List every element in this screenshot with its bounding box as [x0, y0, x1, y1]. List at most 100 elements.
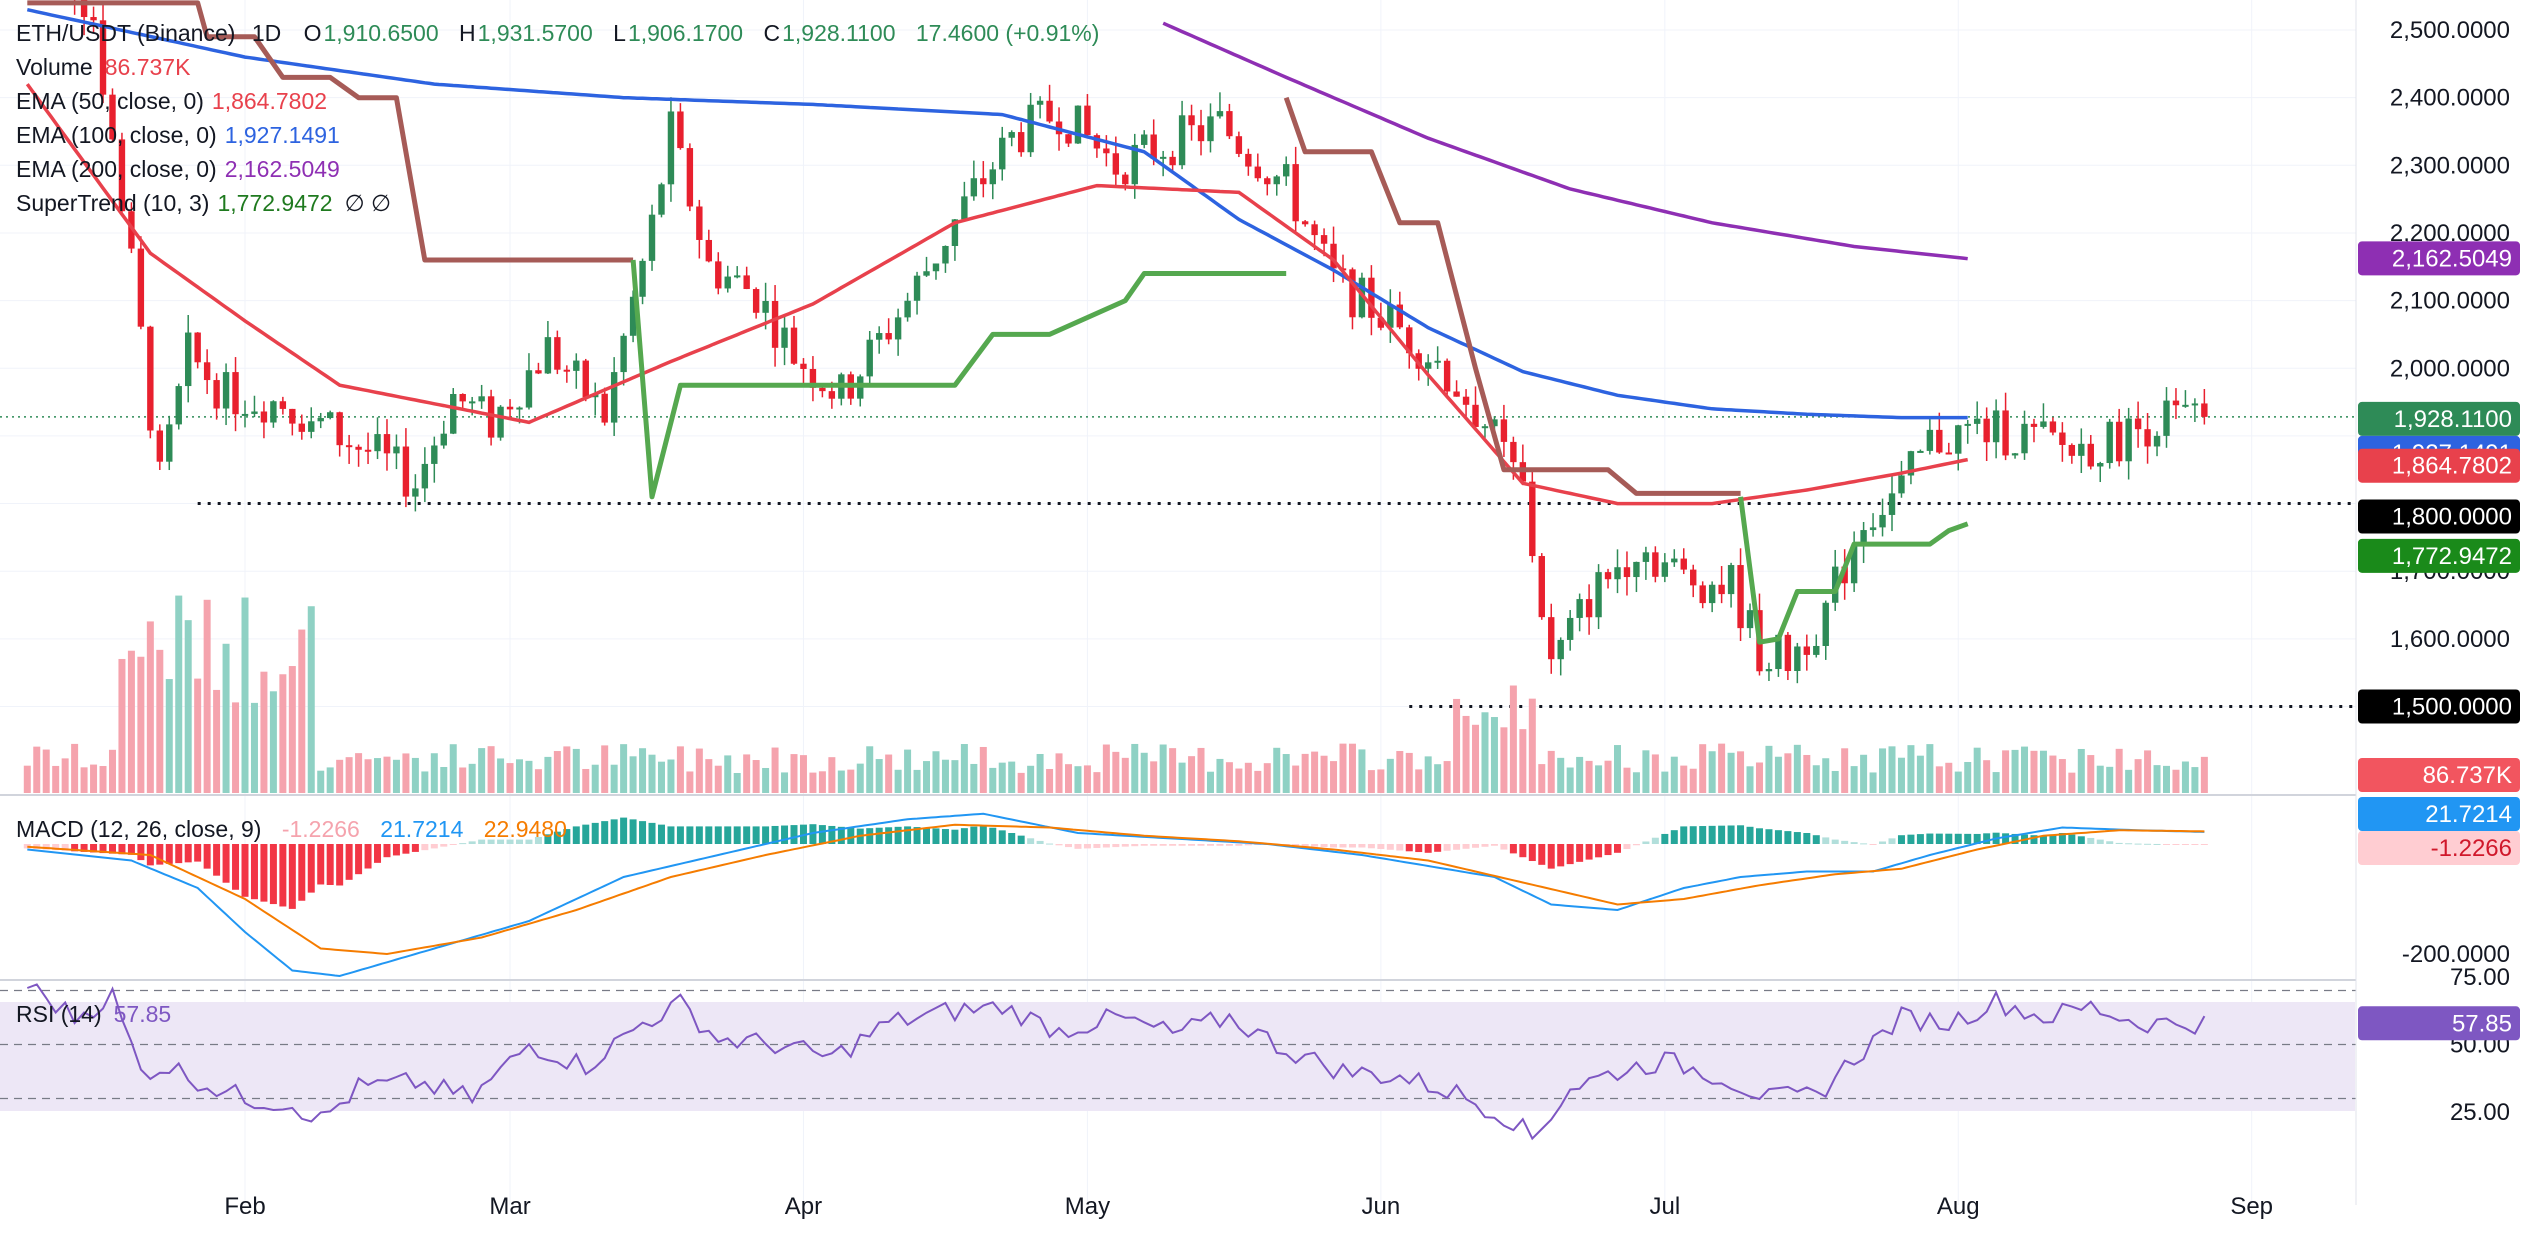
macd-hist-bar: [1803, 833, 1811, 844]
macd-hist-bar: [1888, 838, 1896, 844]
macd-hist-bar: [1689, 826, 1697, 844]
volume-bar: [1178, 762, 1186, 793]
volume-bar: [2002, 750, 2010, 793]
volume-bar: [1926, 744, 1934, 793]
interval: 1D: [252, 20, 281, 46]
macd-hist-bar: [2039, 835, 2047, 844]
candle-body: [2030, 423, 2038, 427]
candle-body: [1443, 360, 1451, 392]
volume-bar: [951, 760, 959, 793]
volume-bar: [1822, 758, 1830, 793]
volume-bar: [1490, 717, 1498, 793]
macd-hist-bar: [960, 828, 968, 844]
volume-bar: [913, 769, 921, 793]
volume-bar: [1386, 758, 1394, 793]
macd-hist-bar: [1121, 844, 1129, 847]
time-tick-label: Jun: [1362, 1193, 1401, 1220]
candle-body: [1936, 429, 1943, 453]
macd-hist-bar: [1860, 843, 1868, 845]
volume-bar: [108, 749, 116, 793]
macd-hist-bar: [1670, 830, 1678, 844]
volume-bar: [1065, 764, 1072, 793]
candle-body: [421, 463, 429, 489]
volume-bar: [137, 656, 145, 793]
candle-body: [535, 370, 542, 374]
macd-hist-bar: [1169, 844, 1177, 846]
candle-body: [175, 386, 182, 425]
supertrend-down: [27, 0, 634, 263]
candle-body: [1869, 527, 1877, 531]
macd-hist-bar: [1178, 844, 1186, 846]
candle-body: [2163, 400, 2170, 436]
volume-bar: [1897, 757, 1905, 793]
candle-body: [894, 317, 902, 340]
macd-hist-bar: [184, 844, 192, 863]
candle-body: [118, 139, 126, 212]
volume-bar: [2172, 769, 2180, 793]
candle-body: [1472, 404, 1479, 427]
volume-bar: [885, 754, 893, 793]
price-tick-label: 2,100.0000: [2390, 288, 2510, 315]
macd-hist-bar: [818, 825, 826, 844]
volume-bar: [1528, 698, 1536, 793]
macd-hist-bar: [1916, 834, 1924, 844]
macd-hist-bar: [1500, 844, 1508, 850]
volume-bar: [1755, 762, 1763, 793]
macd-hist-bar: [1954, 833, 1962, 844]
candle-body: [2087, 443, 2094, 467]
candle-body: [1661, 562, 1669, 577]
candle-body: [2021, 423, 2028, 454]
volume-bar: [1405, 752, 1413, 793]
time-tick-label: Aug: [1937, 1193, 1980, 1220]
macd-hist-bar: [591, 822, 599, 844]
volume-bar: [1983, 760, 1991, 793]
macd-hist-bar: [1831, 839, 1839, 844]
volume-bar: [1661, 771, 1669, 793]
candle-body: [629, 296, 637, 336]
volume-bar: [1737, 751, 1745, 793]
candle-body: [1775, 634, 1782, 670]
candle-body: [487, 396, 495, 438]
candle-body: [317, 418, 324, 422]
symbol-name: ETH/USDT (Binance): [16, 20, 235, 46]
time-tick-label: Sep: [2230, 1193, 2273, 1220]
macd-hist-bar: [1737, 825, 1745, 844]
candle-body: [1084, 105, 1091, 136]
macd-hist-bar: [913, 827, 921, 844]
volume-bar: [553, 751, 561, 793]
candle-body: [2106, 421, 2113, 464]
volume-bar: [1282, 754, 1290, 793]
candle-body: [1671, 558, 1678, 563]
volume-bar: [1557, 757, 1565, 793]
macd-hist-bar: [894, 826, 902, 844]
candle-body: [1311, 224, 1318, 236]
candle-body: [781, 327, 788, 348]
macd-hist-bar: [1812, 835, 1820, 844]
candle-body: [374, 434, 381, 452]
volume-bar: [970, 763, 978, 793]
candle-body: [525, 370, 533, 408]
volume-bar: [1680, 765, 1688, 793]
candle-body: [1500, 419, 1508, 442]
candle-body: [1813, 645, 1820, 655]
macd-hist-bar: [468, 841, 476, 844]
macd-hist-bar: [1083, 844, 1091, 849]
macd-hist-bar: [790, 825, 798, 844]
candle-body: [1794, 646, 1801, 671]
candle-body: [1358, 277, 1366, 318]
volume-bar: [269, 691, 277, 793]
macd-line: [27, 812, 2205, 978]
close-value: 1,928.1100: [782, 20, 895, 46]
volume-bar: [1434, 764, 1442, 793]
time-axis[interactable]: Feb Mar Apr May Jun Jul Aug Sep: [224, 1193, 2273, 1220]
macd-hist-bar: [610, 819, 618, 844]
macd-hist-bar: [2049, 834, 2057, 844]
volume-bar: [203, 599, 211, 793]
volume-bar: [1017, 772, 1025, 793]
macd-hist-bar: [941, 829, 949, 844]
candle-body: [866, 339, 873, 377]
macd-hist-bar: [2181, 844, 2189, 845]
macd-hist-bar: [1330, 844, 1338, 848]
legend-ema50: EMA (50, close, 0) 1,864.7802: [16, 88, 327, 114]
